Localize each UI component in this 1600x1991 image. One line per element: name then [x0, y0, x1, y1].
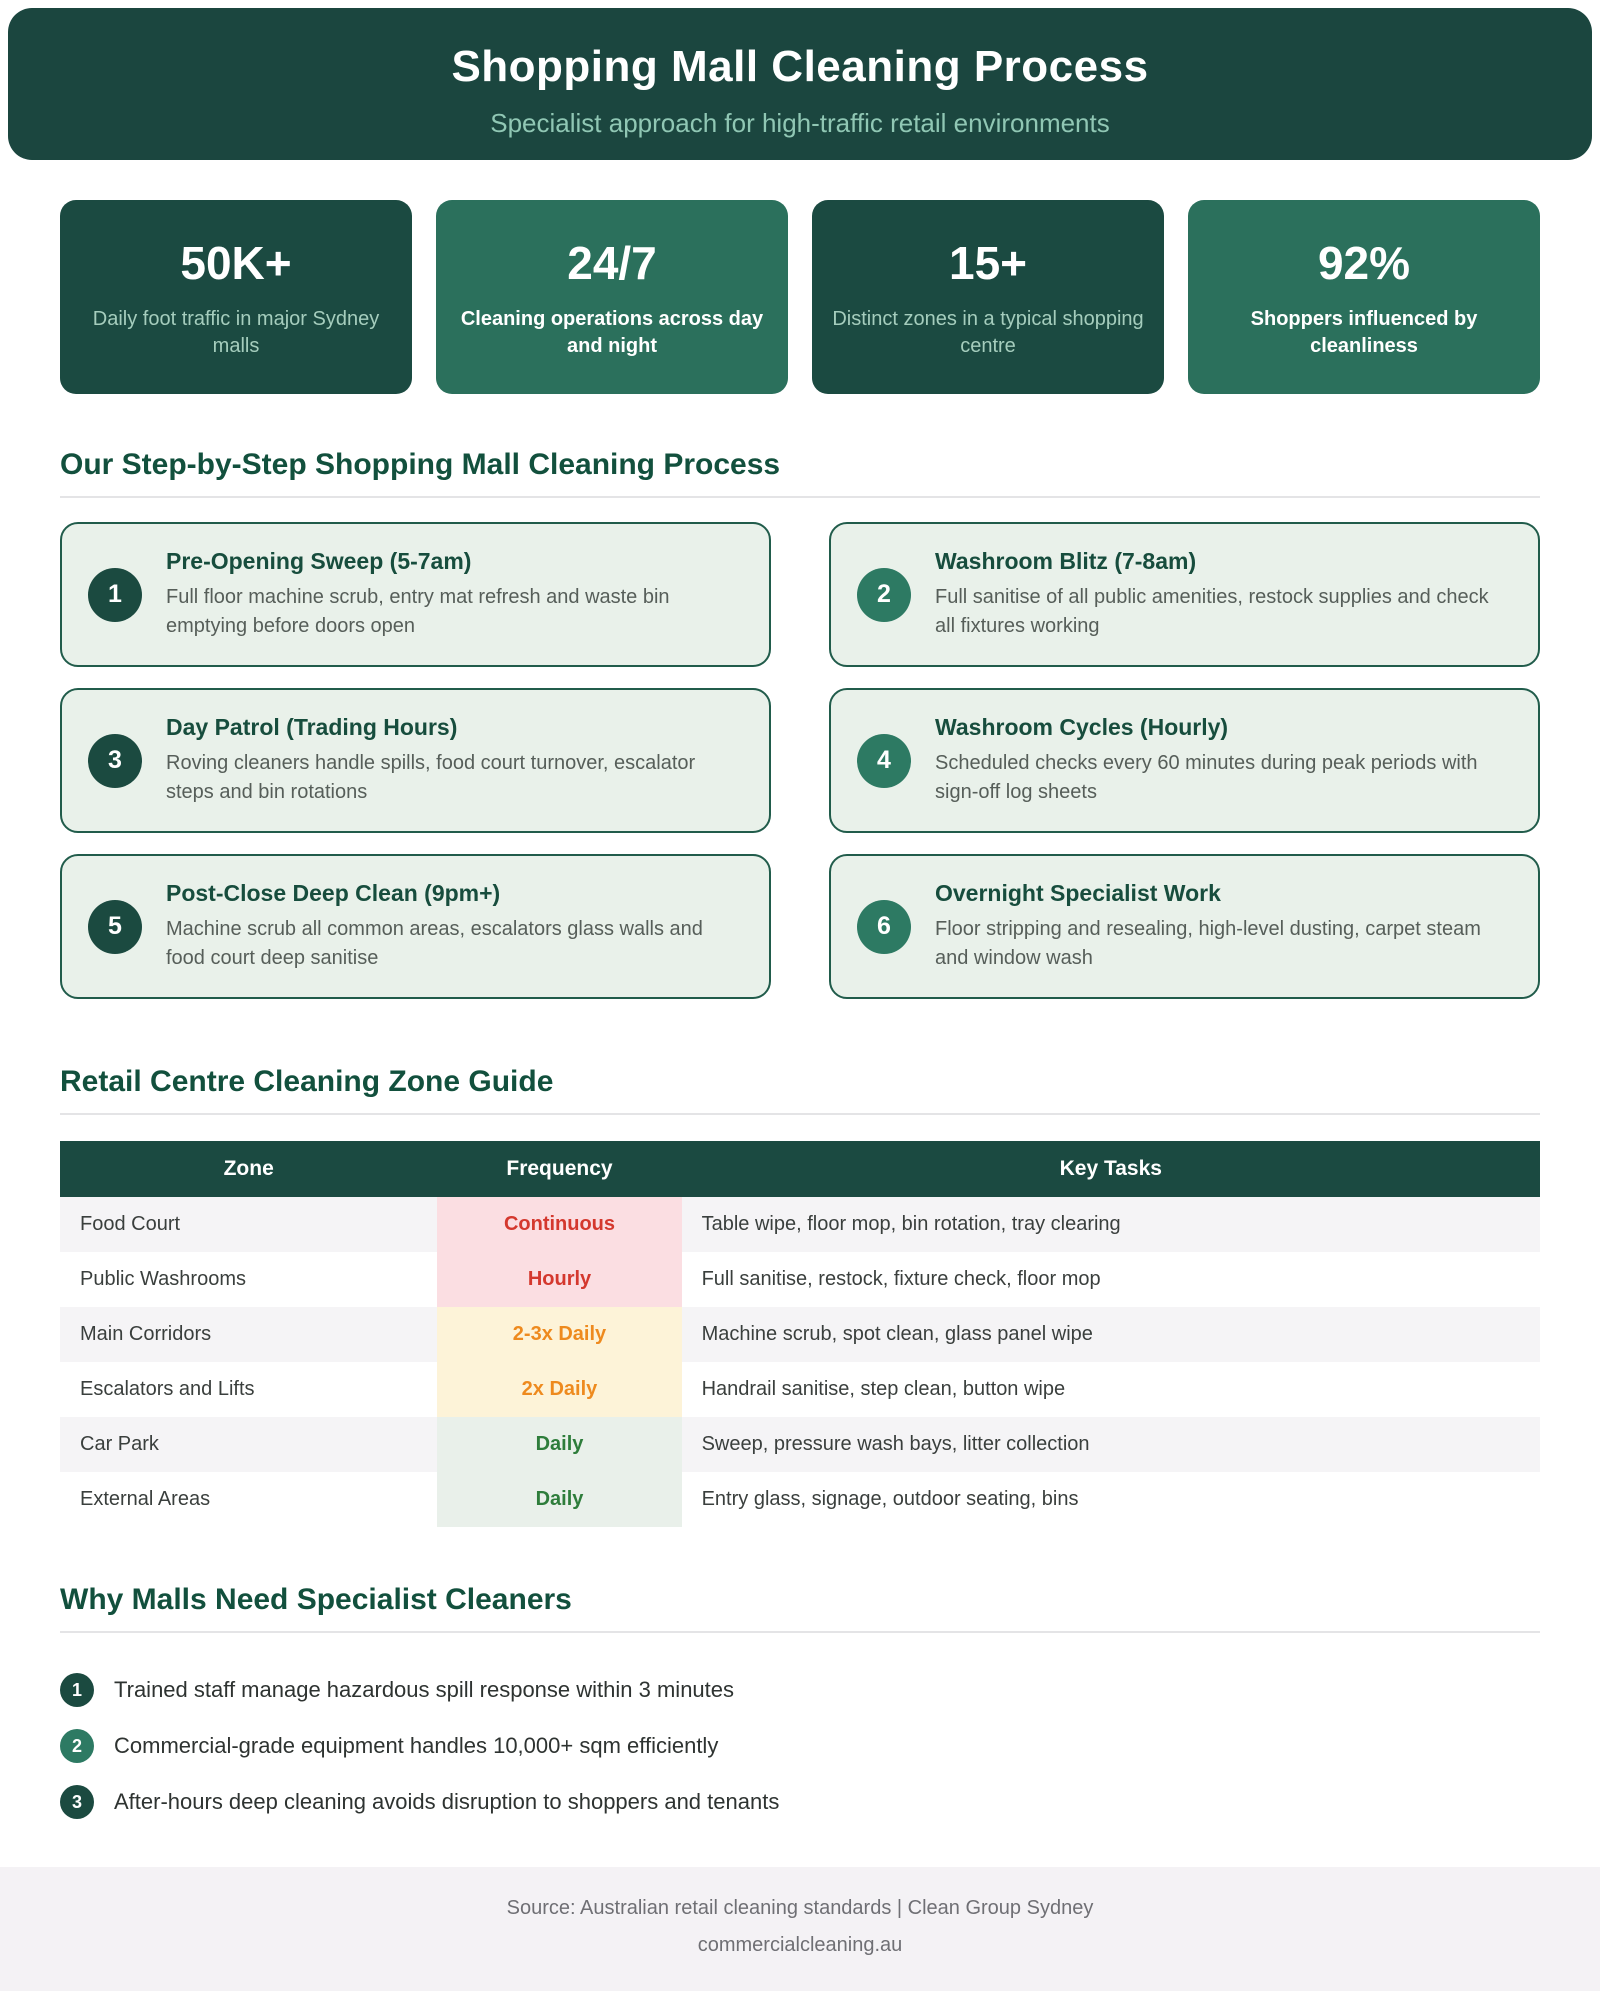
- step-card-6: 6 Overnight Specialist Work Floor stripp…: [829, 854, 1540, 999]
- stat-value: 50K+: [180, 237, 292, 289]
- stat-value: 15+: [948, 237, 1028, 289]
- list-item: 1 Trained staff manage hazardous spill r…: [60, 1673, 1540, 1707]
- step-title: Pre-Opening Sweep (5-7am): [166, 548, 472, 574]
- zone-cell: Main Corridors: [80, 1323, 212, 1345]
- step-number-badge: 6: [857, 899, 911, 954]
- step-title: Post-Close Deep Clean (9pm+): [166, 880, 501, 906]
- stat-label: Shoppers influenced by cleanliness: [1250, 308, 1478, 357]
- table-row: Escalators and Lifts 2x Daily Handrail s…: [60, 1362, 1540, 1417]
- bullet-text: After-hours deep cleaning avoids disrupt…: [114, 1789, 780, 1814]
- tasks-cell: Handrail sanitise, step clean, button wi…: [701, 1378, 1066, 1400]
- bullet-number-badge: 2: [60, 1729, 94, 1763]
- stat-card-foot-traffic: 50K+ Daily foot traffic in major Sydney …: [60, 200, 412, 394]
- list-item: 3 After-hours deep cleaning avoids disru…: [60, 1785, 1540, 1819]
- step-number-badge: 5: [88, 899, 142, 954]
- website-text: commercialcleaning.au: [697, 1934, 903, 1956]
- divider: [60, 1631, 1540, 1633]
- step-body: Pre-Opening Sweep (5-7am) Full floor mac…: [166, 548, 743, 641]
- frequency-cell: Continuous: [437, 1197, 682, 1252]
- tasks-cell: Machine scrub, spot clean, glass panel w…: [701, 1323, 1093, 1345]
- step-title: Overnight Specialist Work: [935, 880, 1221, 906]
- step-body: Washroom Blitz (7-8am) Full sanitise of …: [935, 548, 1512, 641]
- step-body: Washroom Cycles (Hourly) Scheduled check…: [935, 714, 1512, 807]
- step-description: Floor stripping and resealing, high-leve…: [935, 918, 1481, 969]
- step-description: Full sanitise of all public amenities, r…: [935, 586, 1489, 637]
- step-number-badge: 2: [857, 567, 911, 622]
- column-header-key-tasks: Key Tasks: [681, 1141, 1540, 1197]
- step-number-badge: 3: [88, 733, 142, 788]
- zone-cell: Food Court: [80, 1213, 181, 1235]
- step-description: Machine scrub all common areas, escalato…: [166, 918, 703, 969]
- step-card-1: 1 Pre-Opening Sweep (5-7am) Full floor m…: [60, 522, 771, 667]
- process-section: Our Step-by-Step Shopping Mall Cleaning …: [60, 448, 1540, 999]
- stat-card-operations: 24/7 Cleaning operations across day and …: [436, 200, 788, 394]
- frequency-cell: 2x Daily: [437, 1362, 682, 1417]
- step-description: Full floor machine scrub, entry mat refr…: [166, 586, 670, 637]
- tasks-cell: Entry glass, signage, outdoor seating, b…: [701, 1488, 1079, 1510]
- table-row: External Areas Daily Entry glass, signag…: [60, 1472, 1540, 1527]
- bullet-text: Commercial-grade equipment handles 10,00…: [114, 1733, 719, 1758]
- step-body: Overnight Specialist Work Floor strippin…: [935, 880, 1512, 973]
- zone-table: Zone Frequency Key Tasks Food Court Cont…: [60, 1141, 1540, 1527]
- step-card-2: 2 Washroom Blitz (7-8am) Full sanitise o…: [829, 522, 1540, 667]
- step-description: Scheduled checks every 60 minutes during…: [935, 752, 1478, 803]
- step-title: Day Patrol (Trading Hours): [166, 714, 458, 740]
- stat-label: Daily foot traffic in major Sydney malls: [92, 308, 380, 357]
- frequency-cell: Daily: [437, 1417, 682, 1472]
- stat-value: 92%: [1317, 237, 1411, 289]
- divider: [60, 1113, 1540, 1115]
- step-card-3: 3 Day Patrol (Trading Hours) Roving clea…: [60, 688, 771, 833]
- step-card-5: 5 Post-Close Deep Clean (9pm+) Machine s…: [60, 854, 771, 999]
- zone-cell: Car Park: [80, 1433, 159, 1455]
- step-body: Post-Close Deep Clean (9pm+) Machine scr…: [166, 880, 743, 973]
- column-header-frequency: Frequency: [437, 1141, 682, 1197]
- stat-card-zones: 15+ Distinct zones in a typical shopping…: [812, 200, 1164, 394]
- zone-table-header: Zone Frequency Key Tasks: [60, 1141, 1540, 1197]
- steps-grid: 1 Pre-Opening Sweep (5-7am) Full floor m…: [60, 522, 1540, 999]
- zone-guide-heading: Retail Centre Cleaning Zone Guide: [60, 1065, 554, 1098]
- frequency-cell: Hourly: [437, 1252, 682, 1307]
- why-bullet-list: 1 Trained staff manage hazardous spill r…: [60, 1673, 1540, 1819]
- stat-value: 24/7: [567, 237, 657, 289]
- table-row: Main Corridors 2-3x Daily Machine scrub,…: [60, 1307, 1540, 1362]
- step-number-badge: 4: [857, 733, 911, 788]
- tasks-cell: Table wipe, floor mop, bin rotation, tra…: [701, 1213, 1121, 1235]
- frequency-cell: Daily: [437, 1472, 682, 1527]
- step-number-badge: 1: [88, 567, 142, 622]
- page-subtitle: Specialist approach for high-traffic ret…: [490, 108, 1110, 138]
- zone-cell: Public Washrooms: [80, 1268, 246, 1290]
- divider: [60, 496, 1540, 498]
- step-card-4: 4 Washroom Cycles (Hourly) Scheduled che…: [829, 688, 1540, 833]
- page-title: Shopping Mall Cleaning Process: [451, 42, 1149, 91]
- zone-cell: Escalators and Lifts: [80, 1378, 255, 1400]
- why-heading: Why Malls Need Specialist Cleaners: [60, 1583, 572, 1616]
- table-row: Public Washrooms Hourly Full sanitise, r…: [60, 1252, 1540, 1307]
- page-footer: Source: Australian retail cleaning stand…: [0, 1867, 1600, 1991]
- why-section: Why Malls Need Specialist Cleaners 1 Tra…: [60, 1583, 1540, 1819]
- frequency-cell: 2-3x Daily: [437, 1307, 682, 1362]
- zone-cell: External Areas: [80, 1488, 211, 1510]
- column-header-zone: Zone: [60, 1141, 438, 1197]
- source-attribution: Source: Australian retail cleaning stand…: [506, 1897, 1094, 1919]
- list-item: 2 Commercial-grade equipment handles 10,…: [60, 1729, 1540, 1763]
- stat-label: Distinct zones in a typical shopping cen…: [832, 308, 1144, 357]
- step-description: Roving cleaners handle spills, food cour…: [166, 752, 696, 803]
- bullet-text: Trained staff manage hazardous spill res…: [114, 1677, 735, 1702]
- table-row: Food Court Continuous Table wipe, floor …: [60, 1197, 1540, 1252]
- step-body: Day Patrol (Trading Hours) Roving cleane…: [166, 714, 743, 807]
- stats-row: 50K+ Daily foot traffic in major Sydney …: [60, 200, 1540, 394]
- bullet-number-badge: 1: [60, 1673, 94, 1707]
- tasks-cell: Sweep, pressure wash bays, litter collec…: [701, 1433, 1090, 1455]
- step-title: Washroom Blitz (7-8am): [935, 548, 1197, 574]
- zone-guide-section: Retail Centre Cleaning Zone Guide Zone F…: [60, 1065, 1540, 1527]
- stat-card-shoppers: 92% Shoppers influenced by cleanliness: [1188, 200, 1540, 394]
- tasks-cell: Full sanitise, restock, fixture check, f…: [701, 1268, 1101, 1290]
- step-title: Washroom Cycles (Hourly): [935, 714, 1229, 740]
- process-heading: Our Step-by-Step Shopping Mall Cleaning …: [60, 448, 781, 481]
- stat-label: Cleaning operations across day and night: [460, 308, 764, 357]
- page-header: Shopping Mall Cleaning Process Specialis…: [8, 8, 1592, 160]
- bullet-number-badge: 3: [60, 1785, 94, 1819]
- table-row: Car Park Daily Sweep, pressure wash bays…: [60, 1417, 1540, 1472]
